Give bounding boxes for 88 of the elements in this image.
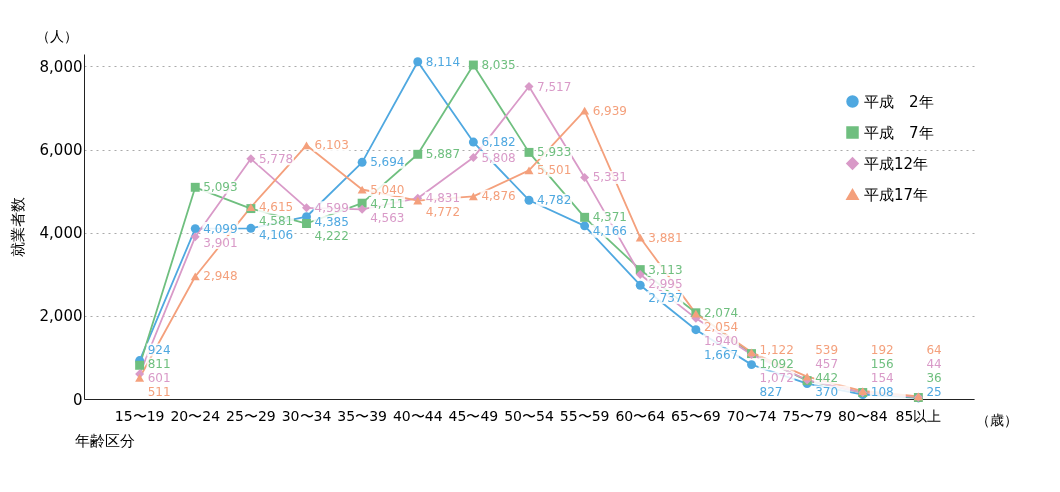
data-label: 4,772 — [425, 205, 461, 220]
data-label: 827 — [759, 385, 783, 399]
data-label: 5,694 — [370, 155, 405, 170]
x-tick-label: 60〜64 — [615, 407, 666, 424]
data-label: 156 — [870, 357, 894, 371]
data-label: 4,222 — [314, 228, 349, 243]
data-label: 2,737 — [648, 290, 683, 305]
y-tick-label: 8,000 — [39, 57, 83, 76]
x-tick-label: 85以上 — [895, 407, 942, 424]
data-label: 811 — [147, 357, 171, 371]
data-label: 1,940 — [703, 333, 739, 348]
data-label: 2,054 — [703, 319, 739, 334]
data-label: 8,035 — [481, 58, 516, 73]
data-label: 457 — [815, 357, 839, 371]
y-tick-label: 0 — [72, 390, 83, 409]
x-axis-title: 年齢区分 — [74, 431, 135, 450]
legend-label: 平成 7年 — [864, 123, 934, 142]
x-tick-label: 25〜29 — [226, 407, 276, 424]
text: （歳） — [976, 412, 1018, 428]
data-label: 1,072 — [759, 371, 794, 385]
data-label: 5,933 — [537, 145, 572, 160]
y-axis-title: 就業者数 — [8, 197, 27, 257]
data-label: 4,099 — [203, 221, 238, 236]
data-label: 4,385 — [314, 214, 349, 229]
x-tick-label: 30〜34 — [281, 407, 332, 424]
data-label: 2,995 — [648, 276, 683, 291]
x-tick-label: 80〜84 — [837, 407, 888, 424]
x-tick-label: 55〜59 — [559, 407, 610, 424]
text: （人） — [36, 28, 78, 44]
y-tick-label: 2,000 — [39, 307, 83, 326]
x-tick-label: 45〜49 — [448, 407, 499, 424]
data-label: 5,331 — [592, 170, 627, 185]
data-label: 44 — [926, 357, 942, 371]
data-label: 370 — [815, 385, 839, 399]
y-tick-label: 6,000 — [39, 141, 83, 160]
data-label: 6,939 — [592, 103, 627, 118]
data-label: 4,106 — [258, 228, 294, 243]
data-label: 442 — [815, 371, 839, 385]
data-label: 539 — [815, 343, 839, 357]
data-label: 6,182 — [481, 135, 516, 150]
legend-label: 平成12年 — [864, 154, 929, 173]
data-label: 7,517 — [537, 79, 572, 94]
data-label: 4,782 — [537, 193, 572, 208]
data-label: 4,711 — [370, 196, 405, 211]
data-label: 4,563 — [370, 210, 405, 225]
data-label: 601 — [147, 371, 171, 385]
data-label: 6,103 — [314, 138, 349, 153]
data-label: 5,501 — [537, 163, 572, 178]
data-label: 154 — [870, 371, 894, 385]
data-label: 2,948 — [203, 269, 238, 284]
data-label: 5,040 — [370, 182, 405, 197]
data-label: 4,166 — [592, 224, 627, 239]
data-label: 1,092 — [759, 357, 794, 371]
data-label: 4,876 — [481, 189, 516, 204]
data-label: 5,808 — [481, 150, 516, 165]
data-label: 4,831 — [425, 191, 461, 206]
data-label: 36 — [926, 371, 942, 385]
y-tick-label: 4,000 — [39, 224, 83, 243]
data-label: 3,113 — [648, 262, 683, 277]
data-label: 192 — [870, 343, 894, 357]
data-label: 924 — [147, 343, 171, 357]
data-label: 8,114 — [425, 54, 461, 69]
x-tick-label: 50〜54 — [504, 407, 554, 424]
data-label: 5,093 — [203, 180, 238, 195]
x-tick-label: 70〜74 — [726, 407, 777, 424]
data-label: 25 — [926, 385, 942, 399]
x-tick-label: 35〜39 — [337, 407, 387, 424]
data-label: 3,901 — [203, 235, 238, 250]
legend-label: 平成 2年 — [864, 92, 934, 111]
x-tick-label: 75〜79 — [782, 407, 832, 424]
data-label: 2,074 — [703, 305, 739, 320]
data-label: 64 — [926, 343, 942, 357]
data-label: 108 — [870, 385, 894, 399]
x-tick-label: 40〜44 — [392, 407, 443, 424]
legend-label: 平成17年 — [864, 185, 929, 204]
data-label: 4,615 — [258, 200, 294, 215]
x-tick-label: 15〜19 — [114, 407, 165, 424]
data-label: 1,667 — [703, 347, 739, 362]
data-label: 4,599 — [314, 200, 349, 215]
data-label: 5,887 — [425, 147, 461, 162]
data-label: 5,778 — [258, 151, 294, 166]
data-label: 4,581 — [258, 214, 294, 229]
x-tick-label: 20〜24 — [170, 407, 221, 424]
x-tick-label: 65〜69 — [671, 407, 721, 424]
data-label: 3,881 — [648, 230, 683, 245]
data-label: 1,122 — [759, 343, 794, 357]
data-label: 511 — [147, 385, 171, 399]
data-label: 4,371 — [592, 210, 627, 225]
